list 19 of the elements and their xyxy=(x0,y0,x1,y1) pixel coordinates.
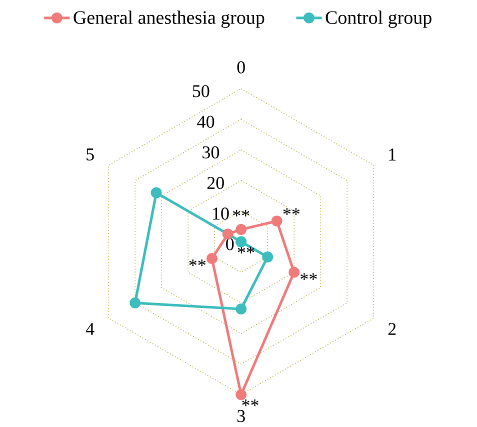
text: ** xyxy=(242,400,258,406)
spoke-label: 3 xyxy=(237,410,245,422)
y-tick-label: 10 xyxy=(213,208,229,220)
spoke-label: 5 xyxy=(86,148,94,161)
y-tick-label: 20 xyxy=(207,176,224,190)
text: ** xyxy=(238,246,254,254)
text: ** xyxy=(232,210,250,216)
spoke-label: 2 xyxy=(388,323,396,335)
text: ** xyxy=(189,260,206,266)
spoke-label: 0 xyxy=(237,61,245,74)
text: ** xyxy=(300,273,317,280)
legend-label: General anesthesia group xyxy=(74,10,264,28)
y-tick-label: 30 xyxy=(202,146,220,159)
spoke-label: 4 xyxy=(86,323,94,335)
y-tick-label: 50 xyxy=(192,85,210,98)
legend-label: Control group xyxy=(326,10,432,28)
text: ** xyxy=(283,208,300,215)
spoke-label: 1 xyxy=(389,148,396,161)
y-tick-label: 40 xyxy=(197,116,214,128)
